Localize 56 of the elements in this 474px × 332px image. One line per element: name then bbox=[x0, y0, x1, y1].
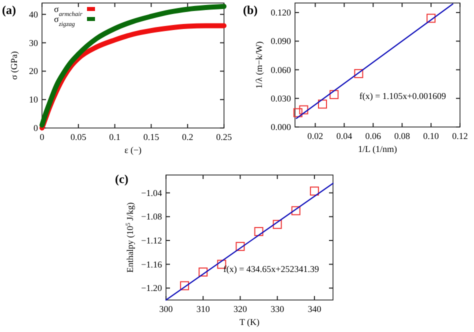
point bbox=[254, 227, 264, 236]
y-axis-title: 1/λ (m−k/W) bbox=[254, 41, 264, 89]
x-tick-label: 0.04 bbox=[336, 131, 353, 141]
point bbox=[272, 220, 282, 229]
y-tick-label: 0.090 bbox=[270, 36, 292, 46]
x-tick-label: 0.02 bbox=[307, 131, 324, 141]
x-axis-title: T (K) bbox=[239, 317, 260, 327]
point bbox=[330, 90, 339, 100]
x-tick-label: 330 bbox=[270, 304, 285, 314]
annotation: f(x) = 1.105x+0.001609 bbox=[359, 91, 446, 101]
x-tick-label: 0.10 bbox=[423, 131, 440, 141]
point bbox=[354, 69, 364, 78]
x-tick-label: 310 bbox=[196, 304, 210, 314]
y-tick-label: −1.08 bbox=[141, 212, 162, 222]
y-tick-label: 30 bbox=[29, 38, 38, 48]
y-tick-label: −1.20 bbox=[141, 283, 162, 294]
y-tick-label: 0.060 bbox=[270, 64, 292, 75]
y-tick-label: 0 bbox=[34, 123, 38, 133]
point bbox=[318, 100, 327, 109]
point bbox=[299, 105, 308, 114]
annotation: f(x) = 434.65x+252341.39 bbox=[223, 264, 320, 274]
x-tick-label: 0.05 bbox=[70, 132, 87, 142]
x-axis-title: ε (−) bbox=[124, 145, 142, 155]
x-axis-title: 1/L (1/nm) bbox=[358, 144, 397, 154]
y-tick-label: −1.16 bbox=[141, 259, 162, 270]
x-tick-label: 0.08 bbox=[394, 131, 410, 141]
x-tick-label: 0 bbox=[40, 132, 45, 142]
x-tick-label: 0.15 bbox=[143, 132, 160, 142]
legend-label: σ$_{armchair}$ bbox=[54, 4, 83, 18]
y-tick-label: 40 bbox=[29, 9, 38, 20]
point bbox=[291, 206, 300, 216]
y-tick-label: −1.04 bbox=[141, 188, 162, 198]
y-axis-title: σ (GPa) bbox=[9, 51, 19, 80]
y-tick-label: 0.030 bbox=[270, 93, 292, 104]
x-tick-label: 300 bbox=[159, 304, 174, 314]
point bbox=[310, 186, 319, 196]
point bbox=[293, 108, 302, 118]
x-tick-label: 0.25 bbox=[216, 132, 232, 142]
y-tick-label: 10 bbox=[29, 94, 38, 105]
y-tick-label: 0.000 bbox=[270, 122, 292, 132]
point bbox=[426, 14, 436, 23]
x-tick-label: 0.12 bbox=[452, 131, 468, 141]
chart-title: (c) bbox=[115, 172, 128, 186]
point bbox=[180, 281, 190, 290]
point bbox=[236, 242, 245, 251]
x-tick-label: 340 bbox=[308, 304, 322, 314]
chart-title: (a) bbox=[2, 3, 16, 17]
x-tick-label: 0.2 bbox=[182, 132, 194, 142]
x-tick-label: 0.1 bbox=[109, 132, 120, 142]
y-tick-label: 0.120 bbox=[270, 8, 292, 18]
x-tick-label: 320 bbox=[233, 304, 248, 314]
point bbox=[198, 268, 208, 277]
chart-title: (b) bbox=[243, 3, 258, 17]
y-tick-label: −1.12 bbox=[141, 235, 162, 246]
y-tick-label: 20 bbox=[29, 66, 38, 76]
x-tick-label: 0.06 bbox=[365, 131, 382, 141]
